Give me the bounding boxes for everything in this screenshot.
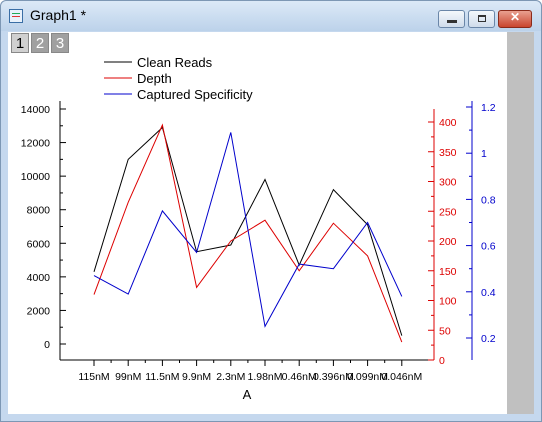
chart-series <box>93 123 403 343</box>
graph-page[interactable]: 1 2 3 Clean Reads Depth Captured Specifici… <box>8 32 534 414</box>
depth-y-tick-label: 100 <box>439 296 457 308</box>
left-y-tick-label: 8000 <box>27 205 51 217</box>
depth-y-tick-label: 250 <box>439 206 457 218</box>
layer-tab-3[interactable]: 3 <box>51 33 69 53</box>
legend-label: Clean Reads <box>137 55 213 70</box>
left-y-tick-label: 2000 <box>27 305 51 317</box>
x-tick-label: 0.46nM <box>282 371 317 383</box>
x-tick-label: 1.98nM <box>247 371 282 383</box>
x-tick-label: 0.099nM <box>347 371 388 383</box>
x-tick-label: 0.396nM <box>313 371 354 383</box>
specificity-y-tick-label: 1.2 <box>481 102 496 114</box>
layer-tab-1[interactable]: 1 <box>11 33 29 53</box>
x-axis-title: A <box>243 387 252 402</box>
depth-y-tick-label: 300 <box>439 177 457 189</box>
close-button[interactable]: ✕ <box>498 10 532 28</box>
depth-y-tick-label: 150 <box>439 266 457 278</box>
specificity-y-tick-label: 1 <box>481 148 487 160</box>
depth-y-tick-label: 50 <box>439 325 451 337</box>
x-tick-label: 115nM <box>78 371 109 383</box>
minimize-button[interactable] <box>438 10 465 28</box>
close-icon: ✕ <box>509 10 521 24</box>
legend-label: Captured Specificity <box>137 87 253 102</box>
specificity-y-tick-label: 0.4 <box>481 287 496 299</box>
legend-label: Depth <box>137 71 172 86</box>
x-tick-label: 99nM <box>115 371 141 383</box>
captured-specificity-line <box>93 132 403 328</box>
layer-tab-2[interactable]: 2 <box>31 33 49 53</box>
vertical-scrollbar[interactable] <box>507 32 534 414</box>
window-title: Graph1 * <box>30 7 87 23</box>
depth-y-tick-label: 350 <box>439 147 457 159</box>
x-tick-label: 11.5nM <box>145 371 179 383</box>
maximize-button[interactable] <box>468 10 495 28</box>
maximize-icon <box>478 15 486 22</box>
x-tick-label: 0.046nM <box>381 371 422 383</box>
chart-axes: 115nM 99nM 11.5nM 9.9nM 2.3nM 1.98nM 0.46nM0.3… <box>21 101 496 402</box>
title-bar[interactable]: Graph1 * ✕ <box>1 1 541 31</box>
clean-reads-line <box>93 126 403 336</box>
x-tick-label: 2.3nM <box>216 371 245 383</box>
depth-line <box>93 123 403 343</box>
minimize-icon <box>447 20 457 23</box>
specificity-y-tick-label: 0.2 <box>481 333 496 345</box>
depth-y-tick-label: 200 <box>439 236 457 248</box>
depth-y-tick-label: 400 <box>439 117 457 129</box>
graph-app-icon[interactable] <box>9 9 23 23</box>
left-y-tick-label: 4000 <box>27 272 51 284</box>
left-y-tick-label: 12000 <box>21 138 50 150</box>
left-y-tick-label: 6000 <box>27 238 51 250</box>
depth-y-tick-label: 0 <box>439 355 445 367</box>
left-y-tick-label: 10000 <box>21 171 50 183</box>
left-y-tick-label: 14000 <box>21 104 50 116</box>
x-tick-label: 9.9nM <box>182 371 211 383</box>
specificity-y-tick-label: 0.6 <box>481 241 496 253</box>
left-y-tick-label: 0 <box>44 339 50 351</box>
specificity-y-tick-label: 0.8 <box>481 194 496 206</box>
